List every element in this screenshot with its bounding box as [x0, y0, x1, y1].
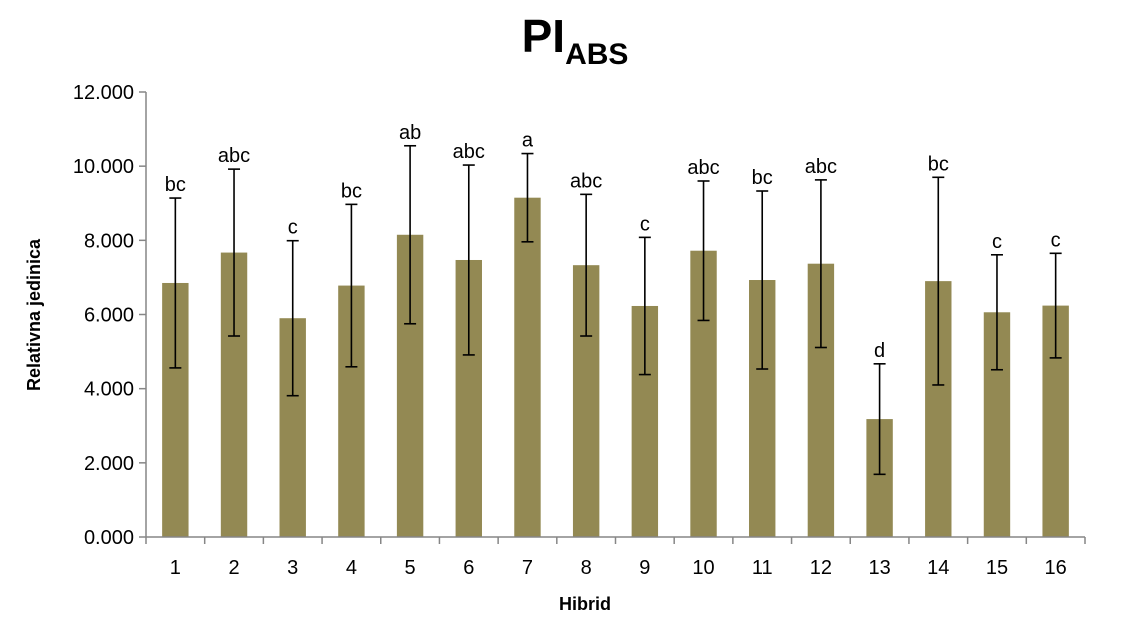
chart-title: PIABS [522, 10, 629, 71]
x-tick-label: 14 [927, 557, 949, 579]
x-tick-label: 3 [287, 557, 298, 579]
error-bar [404, 144, 417, 325]
error-bar [932, 176, 945, 386]
error-bar [580, 193, 593, 337]
x-tick-label: 7 [522, 557, 533, 579]
significance-label: d [874, 340, 885, 362]
x-tick-label: 16 [1045, 557, 1067, 579]
significance-label: bc [928, 153, 949, 175]
x-tick-label: 13 [868, 557, 890, 579]
y-tick-label: 6.000 [84, 305, 134, 327]
error-bar [638, 236, 651, 376]
x-axis: 1 2 3 4 5 6 7 8 9 10 11 12 13 14 15 16 [145, 537, 1086, 579]
error-bar [345, 203, 358, 368]
y-tick-label: 12.000 [73, 82, 134, 104]
error-bar [873, 363, 886, 476]
y-axis: 0.000 2.000 4.000 6.000 8.000 10.000 12.000 [73, 82, 146, 549]
x-tick-label: 5 [405, 557, 416, 579]
significance-label: c [288, 217, 298, 239]
significance-label: bc [165, 174, 186, 196]
x-tick-label: 2 [228, 557, 239, 579]
x-tick-label: 11 [752, 557, 773, 579]
x-tick-label: 9 [639, 557, 650, 579]
error-bar [990, 253, 1003, 371]
error-bar [462, 164, 475, 356]
error-bars [169, 144, 1062, 476]
significance-label: bc [341, 180, 362, 202]
error-bar [1049, 252, 1062, 359]
y-tick-label: 4.000 [84, 379, 134, 401]
y-tick-label: 8.000 [84, 230, 134, 252]
x-tick-label: 8 [581, 557, 592, 579]
significance-label: abc [218, 145, 250, 167]
chart-title-main: PI [522, 10, 565, 62]
error-bar [814, 179, 827, 349]
y-tick-label: 0.000 [84, 527, 134, 549]
x-tick-label: 12 [810, 557, 832, 579]
error-bar [697, 180, 710, 322]
significance-label: a [522, 130, 534, 152]
significance-label: abc [687, 157, 719, 179]
error-bar [286, 239, 299, 397]
significance-label: abc [570, 170, 602, 192]
x-tick-label: 6 [463, 557, 474, 579]
significance-label: c [640, 213, 650, 235]
x-tick-label: 15 [986, 557, 1008, 579]
x-tick-label: 10 [692, 557, 714, 579]
x-tick-label: 4 [346, 557, 357, 579]
significance-label: bc [752, 167, 773, 189]
y-tick-label: 2.000 [84, 453, 134, 475]
error-bar [169, 197, 182, 369]
error-bar [521, 152, 534, 243]
significance-label: c [992, 231, 1002, 253]
x-tick-label: 1 [170, 557, 181, 579]
significance-label: abc [805, 156, 837, 178]
x-axis-label: Hibrid [559, 594, 611, 614]
significance-label: abc [453, 141, 485, 163]
significance-labels: bc abc c bc ab abc a abc c abc bc abc d bc c c [165, 122, 1061, 362]
bar [514, 197, 541, 537]
significance-label: ab [399, 122, 421, 144]
y-axis-label: Relativna jedinica [24, 238, 44, 391]
bars [162, 197, 1069, 538]
y-tick-label: 10.000 [73, 156, 134, 178]
error-bar [756, 190, 769, 370]
chart-title-subscript: ABS [565, 38, 628, 71]
error-bar [228, 168, 241, 337]
significance-label: c [1051, 229, 1061, 251]
